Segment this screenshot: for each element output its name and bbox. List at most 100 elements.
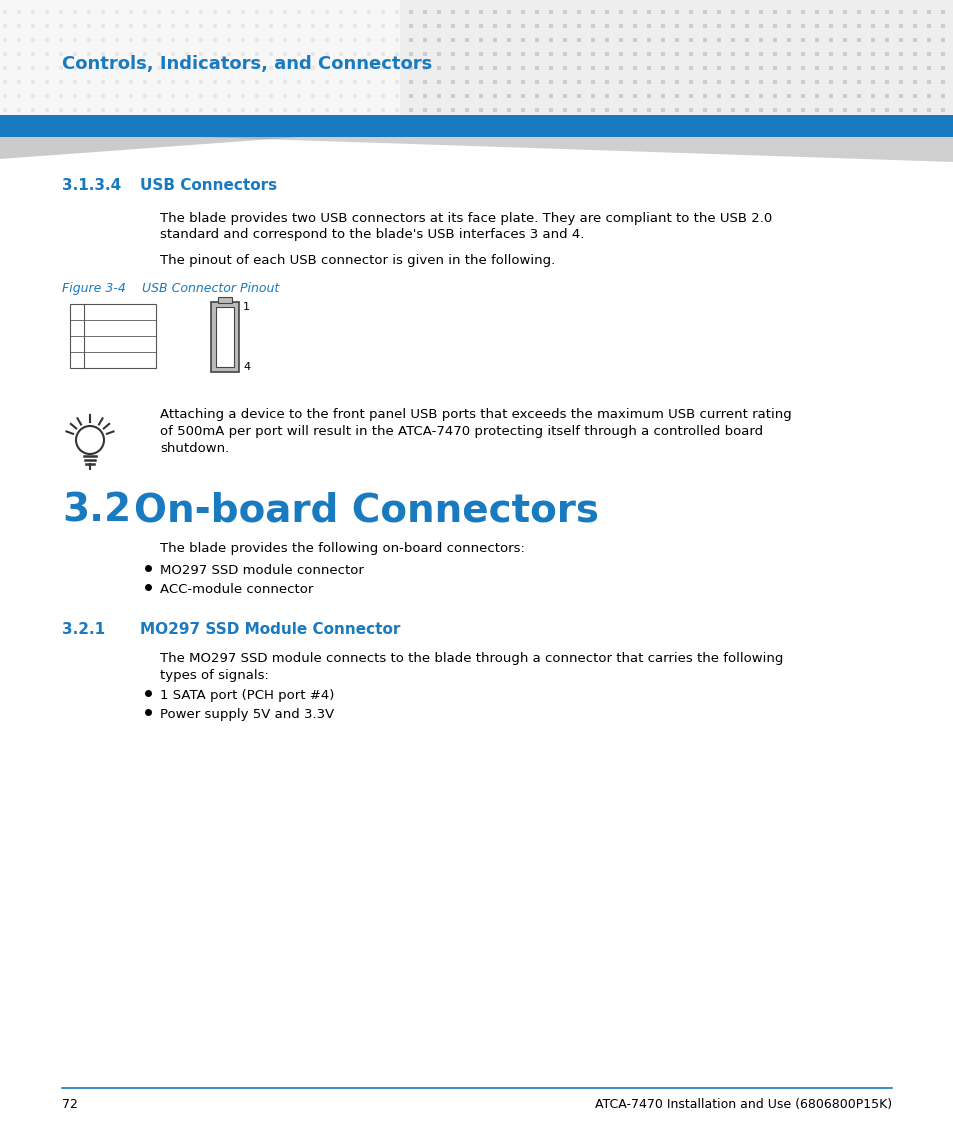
Bar (269, 94, 273, 98)
Bar (3, 94, 7, 98)
Bar (604, 10, 608, 14)
Bar (842, 108, 846, 112)
Bar (409, 66, 413, 70)
Bar (744, 80, 748, 84)
Bar (730, 24, 734, 27)
Bar (772, 52, 776, 56)
Bar (464, 38, 469, 42)
Bar (688, 52, 692, 56)
Polygon shape (0, 137, 299, 159)
Bar (157, 52, 161, 56)
Bar (493, 80, 497, 84)
Bar (870, 66, 874, 70)
Bar (590, 38, 595, 42)
Bar (101, 24, 105, 27)
Bar (436, 24, 440, 27)
Bar (675, 66, 679, 70)
Bar (101, 10, 105, 14)
Bar (367, 24, 371, 27)
Bar (801, 94, 804, 98)
Bar (45, 94, 49, 98)
Bar (759, 24, 762, 27)
Bar (395, 52, 398, 56)
Bar (646, 94, 650, 98)
Bar (548, 52, 553, 56)
Bar (143, 38, 147, 42)
Text: Attaching a device to the front panel USB ports that exceeds the maximum USB cur: Attaching a device to the front panel US… (160, 408, 791, 421)
Bar (227, 94, 231, 98)
Bar (828, 10, 832, 14)
Bar (269, 108, 273, 112)
Bar (157, 94, 161, 98)
Bar (633, 108, 637, 112)
Bar (520, 52, 524, 56)
Bar (660, 66, 664, 70)
Bar (786, 52, 790, 56)
Bar (520, 66, 524, 70)
Bar (283, 10, 287, 14)
Bar (73, 52, 77, 56)
Bar (604, 80, 608, 84)
Bar (409, 10, 413, 14)
Bar (17, 24, 21, 27)
Bar (451, 80, 455, 84)
Bar (618, 66, 622, 70)
Bar (675, 108, 679, 112)
Text: MO297 SSD Module Connector: MO297 SSD Module Connector (140, 622, 400, 637)
Bar (759, 108, 762, 112)
Bar (338, 66, 343, 70)
Bar (520, 80, 524, 84)
Bar (353, 108, 356, 112)
Bar (520, 38, 524, 42)
Bar (367, 108, 371, 112)
Bar (717, 80, 720, 84)
Bar (436, 10, 440, 14)
Bar (73, 108, 77, 112)
Text: 3.2.1: 3.2.1 (62, 622, 105, 637)
Bar (548, 94, 553, 98)
Bar (59, 38, 63, 42)
Bar (0, 0, 953, 114)
Bar (702, 66, 706, 70)
Bar (520, 94, 524, 98)
Bar (185, 52, 189, 56)
Bar (227, 52, 231, 56)
Bar (269, 24, 273, 27)
Text: 72: 72 (62, 1098, 78, 1111)
Bar (185, 66, 189, 70)
Bar (535, 66, 538, 70)
Text: 3.2: 3.2 (62, 492, 131, 530)
Text: USB Connectors: USB Connectors (140, 177, 276, 194)
Bar (464, 94, 469, 98)
Bar (409, 80, 413, 84)
Bar (842, 94, 846, 98)
Bar (493, 94, 497, 98)
Bar (744, 24, 748, 27)
Bar (535, 52, 538, 56)
Bar (577, 10, 580, 14)
Bar (506, 66, 511, 70)
Bar (590, 66, 595, 70)
Bar (856, 108, 861, 112)
Bar (59, 10, 63, 14)
Bar (45, 24, 49, 27)
Bar (409, 94, 413, 98)
Bar (717, 66, 720, 70)
Bar (45, 10, 49, 14)
Bar (717, 52, 720, 56)
Bar (311, 52, 314, 56)
Bar (283, 24, 287, 27)
Bar (218, 297, 232, 303)
Bar (185, 24, 189, 27)
Bar (717, 94, 720, 98)
Bar (604, 94, 608, 98)
Bar (283, 52, 287, 56)
Bar (380, 10, 385, 14)
Bar (478, 24, 482, 27)
Bar (884, 24, 888, 27)
Bar (143, 80, 147, 84)
Bar (926, 38, 930, 42)
Bar (870, 80, 874, 84)
Bar (436, 94, 440, 98)
Bar (129, 108, 132, 112)
